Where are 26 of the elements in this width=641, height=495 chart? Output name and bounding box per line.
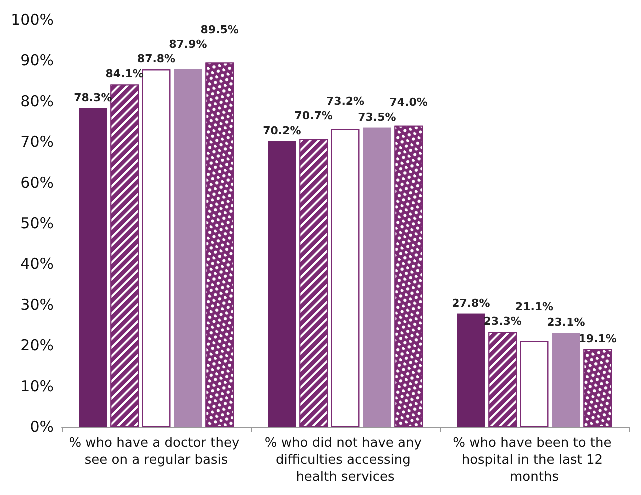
y-tick-label: 0% [30, 418, 54, 436]
data-label: 87.9% [169, 38, 208, 51]
y-tick-label: 100% [11, 11, 54, 29]
x-tick-label: % who did not have any difficulties accessing health services [264, 436, 426, 485]
data-label: 21.1% [515, 300, 554, 314]
x-tick-label: % who have been to the hospital in the last 12 months [453, 436, 616, 485]
data-label: 87.8% [137, 52, 176, 66]
y-tick-label: 80% [20, 92, 54, 110]
y-tick-label: 10% [20, 377, 54, 396]
data-label: 89.5% [200, 23, 239, 36]
data-label: 74.0% [390, 96, 428, 110]
x-tick-label: % who have a doctor they see on a regular basis [69, 436, 244, 468]
data-label: 27.8% [452, 296, 490, 310]
data-label: 19.1% [578, 332, 617, 346]
y-tick-label: 90% [20, 52, 54, 70]
y-tick-label: 40% [20, 255, 54, 274]
y-tick-label: 30% [20, 296, 54, 314]
y-tick-label: 70% [20, 133, 54, 152]
y-tick-label: 60% [20, 174, 54, 192]
data-label: 70.2% [263, 124, 302, 138]
y-tick-label: 20% [20, 336, 54, 355]
data-label: 73.5% [358, 110, 396, 124]
data-label: 70.7% [294, 110, 333, 123]
data-label: 73.2% [326, 94, 365, 108]
data-label: 23.1% [547, 316, 586, 329]
y-tick-label: 50% [20, 214, 54, 232]
